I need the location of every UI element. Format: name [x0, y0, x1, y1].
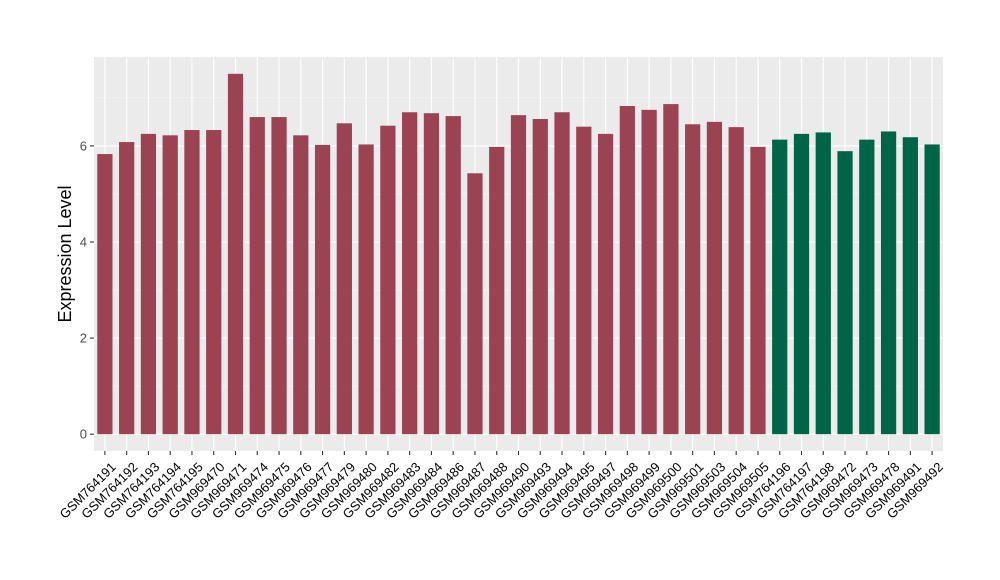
bar-gsm969483 — [402, 112, 418, 435]
bar-gsm969478 — [880, 131, 897, 435]
bar-gsm969470 — [206, 130, 222, 435]
bar-gsm969495 — [576, 126, 592, 435]
bar-gsm764192 — [119, 142, 135, 435]
bar-gsm969503 — [706, 121, 723, 435]
y-tick-label: 0 — [80, 427, 87, 442]
bar-gsm969473 — [859, 139, 875, 435]
bar-gsm969491 — [902, 137, 918, 435]
y-tick-label: 2 — [80, 331, 87, 346]
bar-gsm969477 — [314, 144, 331, 435]
bar-gsm764198 — [815, 132, 831, 435]
bar-gsm764194 — [162, 135, 178, 435]
bar-gsm969486 — [445, 116, 461, 435]
bar-gsm969487 — [467, 173, 483, 435]
bar-gsm969472 — [837, 151, 853, 435]
x-axis: GSM764191GSM764192GSM764193GSM764194GSM7… — [57, 451, 946, 522]
bar-gsm969501 — [685, 124, 701, 435]
bar-gsm969494 — [554, 112, 570, 435]
bar-gsm969479 — [336, 123, 352, 435]
bar-gsm764196 — [772, 139, 788, 435]
bar-gsm969488 — [489, 146, 505, 435]
bar-gsm969497 — [597, 133, 614, 435]
bar-gsm969492 — [924, 144, 940, 435]
bar-gsm969471 — [227, 73, 244, 435]
bar-gsm969484 — [423, 113, 440, 435]
bar-gsm969499 — [641, 109, 657, 435]
bar-gsm969476 — [293, 135, 309, 435]
bar-gsm969490 — [510, 115, 527, 435]
bar-gsm764195 — [184, 130, 200, 435]
bar-gsm969482 — [380, 125, 396, 435]
bars — [97, 73, 940, 435]
y-tick-label: 6 — [80, 138, 87, 153]
bar-gsm764197 — [793, 133, 810, 435]
y-axis: 0 2 4 6 — [80, 138, 94, 442]
bar-gsm764191 — [97, 154, 113, 435]
bar-gsm969505 — [750, 146, 766, 435]
bar-gsm969475 — [271, 117, 287, 435]
bar-gsm969474 — [249, 117, 265, 435]
bar-gsm969504 — [728, 127, 744, 435]
y-axis-title: Expression Level — [55, 185, 75, 322]
y-tick-label: 4 — [80, 234, 87, 249]
bar-gsm969498 — [619, 106, 635, 435]
bar-gsm969500 — [663, 104, 679, 435]
bar-gsm969480 — [358, 144, 374, 435]
bar-gsm969493 — [532, 118, 548, 435]
bar-gsm764193 — [140, 133, 157, 435]
